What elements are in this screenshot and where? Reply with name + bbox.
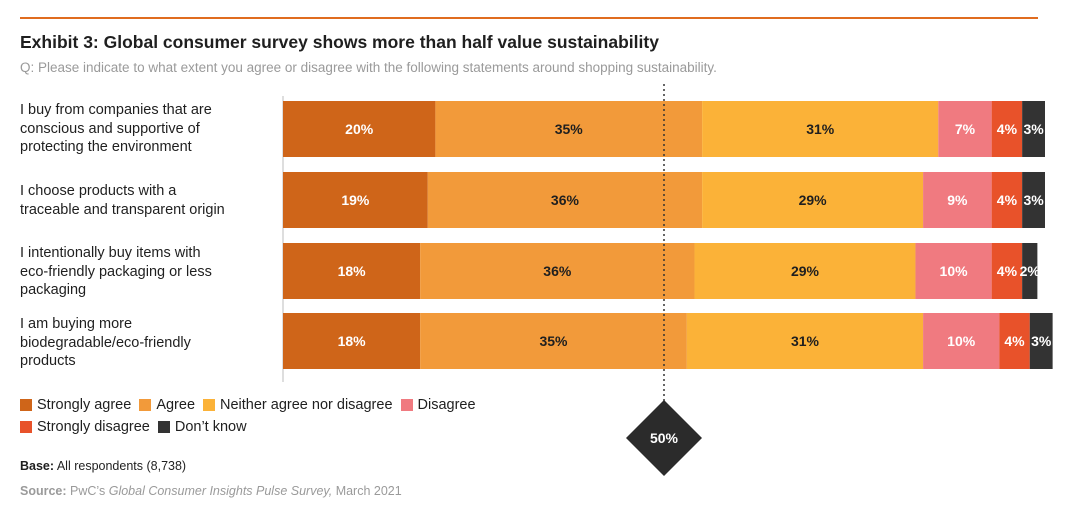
legend-swatch (400, 399, 413, 411)
data-label: 7% (955, 121, 976, 137)
data-label: 3% (1031, 333, 1052, 349)
bar-segment (923, 172, 992, 228)
bar-segment (923, 313, 1000, 369)
bar-segment (686, 313, 924, 369)
bar-segment (999, 313, 1030, 369)
bar-segment (283, 243, 421, 299)
legend-label: Don’t know (174, 419, 247, 435)
data-label: 35% (555, 121, 584, 137)
bar-segment (420, 243, 695, 299)
row-label-line: packaging (20, 282, 87, 298)
row-label-line: eco-friendly packaging or less (20, 263, 212, 280)
legend-item: Don’t know (157, 419, 247, 435)
bar-segment (1022, 101, 1045, 157)
legend-label: Neither agree nor disagree (220, 397, 393, 413)
data-label: 20% (345, 121, 374, 137)
top-rule (20, 17, 1038, 19)
data-label: 3% (1023, 121, 1044, 137)
chart-subtitle: Q: Please indicate to what extent you ag… (20, 60, 717, 75)
data-label: 31% (806, 121, 835, 137)
data-label: 35% (539, 333, 568, 349)
base-note: Base: All respondents (8,738) (20, 459, 186, 473)
base-text: All respondents (8,738) (56, 459, 187, 473)
bar-segment (702, 172, 924, 228)
data-label: 4% (1004, 333, 1025, 349)
row-label: I am buying more biodegradable/eco-friend… (20, 315, 270, 371)
row-label-line: products (20, 353, 76, 369)
data-label: 10% (947, 333, 976, 349)
data-label: 4% (997, 121, 1018, 137)
data-label: 9% (947, 192, 968, 208)
bar-segment (283, 313, 421, 369)
legend-item: Neither agree nor disagree (203, 397, 393, 413)
row-label-line: protecting the environment (20, 139, 192, 155)
bar-segment (1022, 243, 1038, 299)
data-label: 2% (1020, 263, 1041, 279)
row-label: I intentionally buy items with eco-friend… (20, 244, 270, 300)
data-label: 29% (791, 263, 820, 279)
bar-segment (991, 172, 1023, 228)
legend-label: Disagree (417, 397, 476, 413)
row-label-line: I intentionally buy items with (20, 245, 201, 261)
row-label-line: I buy from companies that are (20, 102, 212, 118)
bar-segment (694, 243, 916, 299)
source-date: March 2021 (335, 484, 402, 498)
source-prefix: PwC’s (70, 484, 106, 498)
legend-row-2: Strongly disagree Don’t know (20, 419, 255, 435)
bar-segment (1022, 172, 1045, 228)
bar-segment (915, 243, 992, 299)
data-label: 4% (997, 263, 1018, 279)
legend-swatch (20, 399, 32, 411)
row-label-line: I choose products with a (20, 183, 177, 199)
source-label: Source: (20, 484, 67, 498)
reference-diamond-marker (626, 400, 702, 476)
reference-label: 50% (650, 430, 679, 446)
legend-item: Disagree (400, 397, 476, 413)
row-label-line: biodegradable/eco-friendly (20, 334, 191, 351)
legend-label: Strongly disagree (37, 419, 150, 435)
data-label: 10% (940, 263, 969, 279)
bar-segment (283, 101, 436, 157)
legend-row-1: Strongly agree Agree Neither agree nor dis… (20, 397, 484, 413)
legend-swatch (20, 421, 32, 433)
row-label-line: conscious and supportive of (20, 120, 200, 137)
row-label-line: traceable and transparent origin (20, 201, 225, 218)
legend-swatch (157, 421, 170, 433)
bar-segment (283, 172, 428, 228)
legend-item: Strongly agree (20, 397, 131, 413)
bar-segment (420, 313, 687, 369)
row-label: I buy from companies that are conscious a… (20, 101, 270, 157)
legend-swatch (139, 399, 152, 411)
data-label: 3% (1023, 192, 1044, 208)
legend-item: Strongly disagree (20, 419, 150, 435)
data-label: 29% (799, 192, 828, 208)
source-title: Global Consumer Insights Pulse Survey, (108, 484, 333, 498)
legend-label: Agree (156, 397, 196, 413)
base-label: Base: (20, 459, 55, 473)
data-label: 18% (338, 263, 367, 279)
bar-segment (991, 243, 1023, 299)
legend-swatch (203, 399, 216, 411)
row-label: I choose products with a traceable and tr… (20, 182, 270, 219)
bar-segment (991, 101, 1023, 157)
row-label-line: I am buying more (20, 316, 133, 332)
data-label: 31% (791, 333, 820, 349)
legend-label: Strongly agree (37, 397, 132, 413)
data-label: 18% (338, 333, 367, 349)
legend-item: Agree (139, 397, 195, 413)
bar-segment (702, 101, 939, 157)
chart-title: Exhibit 3: Global consumer survey shows … (20, 32, 659, 52)
data-label: 4% (997, 192, 1018, 208)
bar-segment (938, 101, 992, 157)
data-label: 19% (341, 192, 370, 208)
source-note: Source: PwC’s Global Consumer Insights P… (20, 484, 402, 498)
bar-segment (435, 101, 703, 157)
bar-segment (427, 172, 703, 228)
bar-segment (1029, 313, 1053, 369)
data-label: 36% (543, 263, 572, 279)
data-label: 36% (551, 192, 580, 208)
